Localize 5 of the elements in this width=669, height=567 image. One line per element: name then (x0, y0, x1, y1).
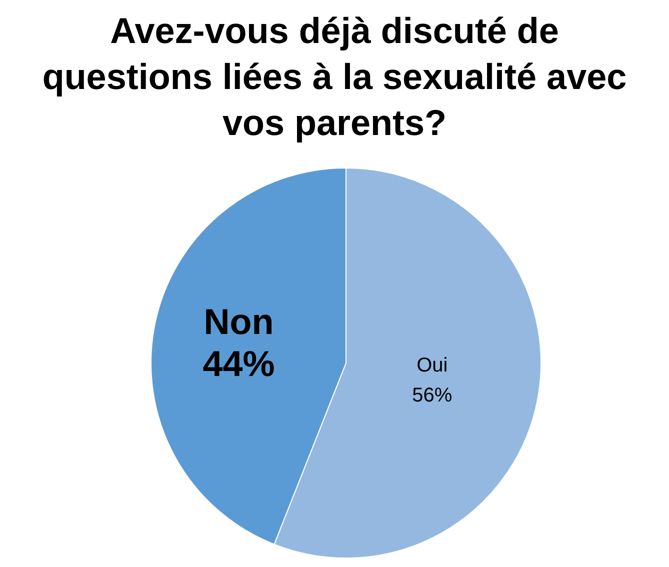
data-label: 56% (412, 384, 452, 406)
slice-label: Non (204, 301, 274, 342)
slice-label: Oui (416, 354, 448, 376)
data-label: 44% (202, 343, 275, 384)
chart-title: Avez-vous déjà discuté de questions liées à la sexualité avec vos parents? (41, 9, 628, 145)
